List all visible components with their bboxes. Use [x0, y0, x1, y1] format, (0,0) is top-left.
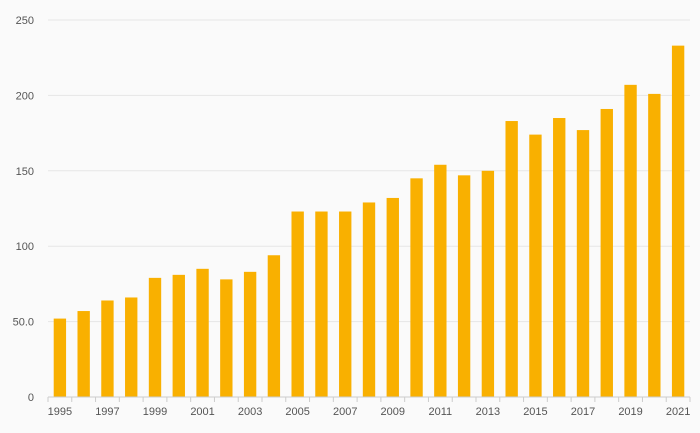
- y-tick-label: 0: [28, 392, 34, 404]
- bar-2017: [576, 130, 590, 398]
- y-axis: 0 50.0 100 150 200 250: [13, 15, 34, 404]
- bar-2001: [196, 268, 209, 397]
- bar-2005: [291, 211, 304, 397]
- bar-2020: [648, 93, 661, 397]
- bar-2021: [671, 45, 685, 398]
- x-tick-label: 2013: [476, 406, 500, 418]
- bar-2018: [600, 108, 613, 398]
- bar-2012: [457, 175, 471, 397]
- bar-2006: [315, 211, 328, 397]
- bar-2011: [434, 164, 447, 397]
- y-tick-label: 50.0: [13, 317, 34, 329]
- x-tick-label: 2019: [618, 406, 642, 418]
- x-tick-label: 2015: [523, 406, 547, 418]
- x-tick-label: 2007: [333, 406, 357, 418]
- bar-1999: [148, 277, 162, 397]
- x-tick-label: 1999: [143, 406, 167, 418]
- bar-2008: [362, 202, 376, 397]
- x-tick-label: 2005: [285, 406, 309, 418]
- bar-2002: [220, 279, 233, 397]
- x-tick-label: 2001: [190, 406, 214, 418]
- y-tick-label: 200: [16, 90, 34, 102]
- y-tick-label: 150: [16, 166, 34, 178]
- bar-2004: [267, 255, 281, 397]
- x-tick-label: 1995: [48, 406, 72, 418]
- bar-2014: [505, 121, 518, 397]
- x-tick-label: 2021: [666, 406, 690, 418]
- bar-2000: [172, 274, 185, 397]
- x-tick-label: 2017: [571, 406, 595, 418]
- x-tick-label: 2009: [381, 406, 405, 418]
- x-tick-label: 2011: [429, 406, 453, 418]
- bar-1996: [77, 311, 90, 397]
- bar-2003: [243, 271, 257, 397]
- bar-1998: [125, 297, 138, 397]
- x-tick-label: 2003: [238, 406, 262, 418]
- y-tick-label: 100: [16, 241, 34, 253]
- bar-2019: [624, 84, 637, 398]
- bar-2013: [481, 170, 495, 397]
- bar-2010: [410, 178, 423, 397]
- x-axis: 1995 1997 1999 2001 2003 2005 2007 2009 2011 2013…: [47, 397, 691, 418]
- bar-2009: [386, 197, 399, 397]
- bar-1995: [53, 318, 67, 397]
- bar-2007: [339, 211, 352, 397]
- bar-2016: [553, 118, 566, 398]
- y-tick-label: 250: [16, 15, 34, 27]
- bar-2015: [529, 134, 542, 397]
- bars: [53, 45, 685, 398]
- x-tick-label: 1997: [95, 406, 119, 418]
- bar-1997: [101, 300, 114, 397]
